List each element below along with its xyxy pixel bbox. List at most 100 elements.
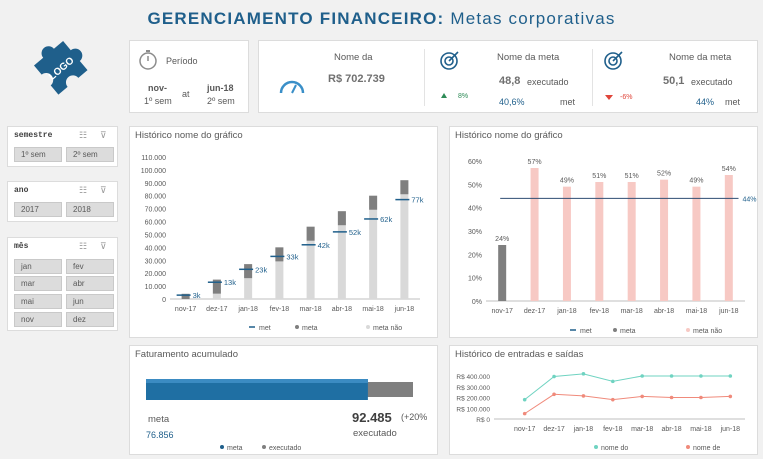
- bar-meta: [212, 279, 221, 294]
- y-tick-label: 60.000: [145, 220, 167, 227]
- bar-meta-nao: [530, 168, 539, 301]
- logo-puzzle-icon: LOGO: [33, 41, 88, 95]
- bar-data-label: 24%: [495, 236, 509, 243]
- bar-data-label: 57%: [528, 159, 542, 166]
- kpi2-value: 48,8: [499, 75, 521, 87]
- period-to-top: jun-18: [207, 83, 234, 93]
- x-tick-label: mar-18: [631, 426, 653, 433]
- bar-meta-nao: [660, 179, 669, 301]
- x-tick-label: nov-17: [514, 426, 536, 433]
- chart4-svg: R$ 0 R$ 100.000 R$ 200.000 R$ 300.000 R$ 400…: [456, 372, 745, 452]
- multiselect-icon[interactable]: ☷: [79, 241, 88, 251]
- up-arrow-icon: [441, 93, 447, 98]
- x-tick-label: jan-18: [573, 426, 594, 433]
- series-point: [699, 395, 703, 400]
- x-tick-label: abr-18: [332, 306, 352, 313]
- chart3-card: Faturamento acumulado meta executado meta…: [129, 345, 438, 455]
- slicer-item[interactable]: 1º sem: [14, 147, 62, 162]
- bar-data-label: 51%: [592, 173, 606, 180]
- clear-filter-icon[interactable]: ⊽: [100, 185, 107, 195]
- x-tick-label: fev-18: [603, 426, 623, 433]
- bar-meta-nao: [562, 186, 571, 301]
- period-card: Período nov- 1º sem at jun-18 2º sem: [129, 40, 249, 113]
- legend-series-1: nome do: [601, 445, 628, 452]
- y-tick-label: R$ 400.000: [456, 374, 490, 381]
- target-icon: [440, 51, 459, 70]
- x-tick-label: dez-17: [543, 426, 565, 433]
- multiselect-icon[interactable]: ☷: [79, 130, 88, 140]
- multiselect-icon[interactable]: ☷: [79, 185, 88, 195]
- series-point: [669, 374, 674, 378]
- series-point: [699, 374, 703, 378]
- bar-meta: [337, 211, 346, 226]
- kpi2-label: Nome da meta: [497, 52, 560, 63]
- kpi3-label: Nome da meta: [669, 52, 732, 63]
- slicer-item[interactable]: 2017: [14, 202, 62, 217]
- slicer-item[interactable]: fev: [66, 259, 114, 274]
- bar-meta-nao: [275, 247, 284, 299]
- bar-meta: [275, 247, 284, 262]
- bar-meta-nao: [369, 195, 378, 299]
- chart2-card: Histórico nome do gráfico 0% 10% 20% 30% 40%…: [449, 126, 758, 338]
- bar-data-label: 52%: [657, 171, 671, 178]
- y-tick-label: R$ 300.000: [456, 385, 490, 392]
- legend-meta: meta: [302, 325, 318, 332]
- slicer-item[interactable]: 2º sem: [66, 147, 114, 162]
- executado-value: 92.485: [352, 410, 392, 425]
- kpi2-pct: 40,6%: [499, 97, 525, 107]
- clear-filter-icon[interactable]: ⊽: [100, 130, 107, 140]
- met-line-label: 44%: [743, 196, 757, 203]
- kpi2-pct-suffix: met: [560, 97, 576, 107]
- period-from-top: nov-: [148, 83, 167, 93]
- down-arrow-icon: [605, 95, 613, 100]
- x-tick-label: fev-18: [270, 306, 290, 313]
- chart4-title: Histórico de entradas e saídas: [455, 349, 584, 360]
- slicer-item[interactable]: mar: [14, 276, 62, 291]
- x-tick-label: jun-18: [394, 306, 415, 313]
- series-point: [728, 374, 733, 378]
- slicer-ano-title: ano: [14, 186, 29, 195]
- clear-filter-icon[interactable]: ⊽: [100, 241, 107, 251]
- chart1-card: Histórico nome do gráfico 0 10.000 20.000 3…: [129, 126, 438, 338]
- bar-meta: [181, 293, 190, 299]
- x-tick-label: dez-17: [524, 308, 546, 315]
- series-point: [552, 374, 556, 379]
- met-data-label: 52k: [349, 228, 361, 237]
- stopwatch-icon: [139, 50, 157, 70]
- bar-meta-nao: [724, 175, 733, 301]
- slicer-item[interactable]: jan: [14, 259, 62, 274]
- legend-executado: executado: [269, 445, 301, 452]
- slicer-item[interactable]: nov: [14, 312, 62, 327]
- bar-data-label: 54%: [722, 166, 736, 173]
- bar-meta-nao: [337, 211, 346, 299]
- legend-meta-nao-marker: [366, 325, 370, 329]
- target-icon-2: [604, 51, 623, 70]
- meta-value: 76.856: [146, 430, 174, 440]
- bar-meta-nao: [306, 226, 315, 299]
- chart2-title: Histórico nome do gráfico: [455, 130, 563, 141]
- legend-series-2: nome de: [693, 445, 720, 452]
- y-tick-label: 100.000: [141, 168, 166, 175]
- slicer-item[interactable]: jun: [66, 294, 114, 309]
- legend-meta-nao: meta não: [693, 328, 722, 335]
- slicer-item[interactable]: abr: [66, 276, 114, 291]
- chart1-title: Histórico nome do gráfico: [135, 130, 243, 141]
- y-tick-label: 40%: [468, 206, 482, 213]
- gauge-icon: [279, 80, 305, 94]
- met-data-label: 3k: [193, 291, 201, 300]
- series-point: [581, 372, 586, 376]
- y-tick-label: 0%: [472, 299, 482, 306]
- chart4-card: Histórico de entradas e saídas R$ 0 R$ 10…: [449, 345, 758, 455]
- bar-meta: [369, 195, 378, 210]
- slicer-item[interactable]: mai: [14, 294, 62, 309]
- slicer-item[interactable]: dez: [66, 312, 114, 327]
- y-tick-label: 0: [162, 297, 166, 304]
- y-tick-label: 50%: [468, 182, 482, 189]
- series-point: [522, 397, 527, 402]
- y-tick-label: 80.000: [145, 194, 167, 201]
- slicer-item[interactable]: 2018: [66, 202, 114, 217]
- kpi2-value-suffix: executado: [527, 77, 569, 87]
- bar-meta: [146, 379, 368, 400]
- series-point: [640, 374, 644, 378]
- met-data-label: 62k: [380, 215, 392, 224]
